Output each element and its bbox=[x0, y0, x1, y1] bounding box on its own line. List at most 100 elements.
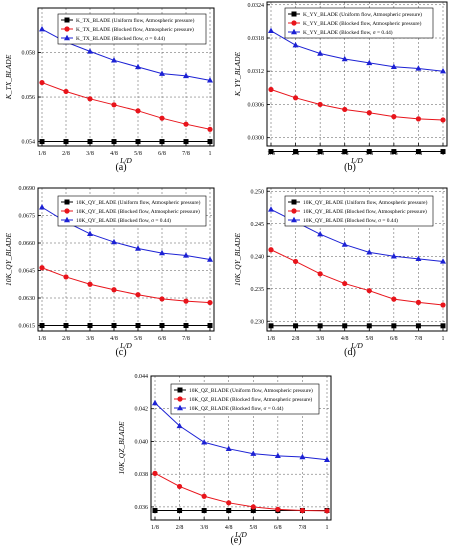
data-point bbox=[87, 139, 93, 145]
y-tick-label: 0.044 bbox=[135, 374, 149, 380]
data-point bbox=[111, 323, 117, 328]
data-point bbox=[293, 323, 299, 329]
data-point bbox=[87, 48, 93, 54]
data-point bbox=[183, 139, 189, 145]
data-point bbox=[201, 439, 208, 445]
legend-box bbox=[170, 383, 320, 415]
x-tick-label: 1/8 bbox=[151, 525, 159, 531]
legend-marker bbox=[291, 208, 297, 214]
legend-label: K_YY_BLADE (Blocked flow, Atmospheric pr… bbox=[303, 20, 422, 27]
x-axis-label: L/D bbox=[350, 156, 363, 165]
legend-marker bbox=[64, 199, 70, 205]
y-tick-label: 0.038 bbox=[135, 472, 149, 478]
data-point bbox=[39, 204, 45, 210]
legend: 10K_QY_BLADE (Uniform flow, Atmospheric … bbox=[57, 195, 207, 227]
data-point bbox=[177, 508, 183, 514]
panel-caption: (e) bbox=[230, 535, 241, 546]
x-tick-label: 1 bbox=[209, 336, 212, 342]
data-point bbox=[415, 299, 422, 305]
x-axis-label: L/D bbox=[119, 341, 132, 350]
data-point bbox=[415, 255, 422, 262]
x-tick-label: 6/8 bbox=[390, 336, 398, 342]
x-tick-label: 5/8 bbox=[249, 525, 257, 531]
data-point bbox=[324, 508, 330, 514]
data-point bbox=[440, 323, 446, 329]
data-point bbox=[341, 55, 348, 62]
y-tick-label: 0.040 bbox=[135, 439, 149, 445]
legend-label: K_YY_BLADE (Blocked flow, σ = 0.44) bbox=[303, 29, 393, 36]
data-point bbox=[226, 508, 232, 514]
data-point bbox=[342, 149, 348, 155]
data-point bbox=[391, 323, 397, 329]
data-point bbox=[63, 88, 69, 95]
x-axis-label: L/D bbox=[350, 341, 363, 350]
data-point bbox=[207, 126, 213, 132]
series-line bbox=[41, 267, 211, 304]
x-tick-label: 1/8 bbox=[38, 336, 46, 342]
series-2 bbox=[39, 265, 213, 306]
data-point bbox=[87, 96, 93, 102]
data-point bbox=[207, 77, 213, 83]
series-line bbox=[270, 89, 444, 121]
x-tick-label: 1/8 bbox=[267, 336, 275, 342]
data-point bbox=[159, 115, 165, 121]
series-3 bbox=[152, 399, 330, 462]
x-tick-label: 3/8 bbox=[200, 525, 208, 531]
data-point bbox=[63, 274, 69, 280]
legend: K_TX_BLADE (Uniform flow, Atmospheric pr… bbox=[57, 13, 207, 45]
data-point bbox=[391, 114, 397, 120]
legend: 10K_QY_BLADE (Uniform flow, Atmospheric … bbox=[284, 195, 434, 227]
x-tick-label: 1 bbox=[209, 151, 212, 157]
data-point bbox=[201, 508, 207, 514]
data-point bbox=[268, 86, 274, 93]
data-point bbox=[39, 79, 45, 86]
legend-box bbox=[57, 13, 207, 45]
data-point bbox=[87, 230, 93, 237]
legend-marker bbox=[64, 34, 70, 41]
legend-marker bbox=[291, 28, 297, 35]
data-point bbox=[317, 50, 324, 56]
x-tick-label: 1 bbox=[326, 525, 329, 531]
data-point bbox=[391, 296, 397, 302]
y-tick-label: 0.0675 bbox=[19, 214, 36, 220]
data-point bbox=[299, 453, 306, 460]
chart-panel-4: 1/8 2/8 3/8 4/8 5/8 6/8 7/8 1 0.230 0.235 0.240 0.2… bbox=[233, 187, 448, 350]
series-1 bbox=[39, 139, 213, 145]
data-point bbox=[292, 258, 299, 265]
y-axis-label: 10K_QY_BLADE bbox=[4, 233, 13, 286]
data-point bbox=[183, 72, 189, 79]
data-point bbox=[275, 506, 281, 512]
data-point bbox=[415, 149, 421, 155]
data-point bbox=[207, 299, 213, 306]
x-tick-label: 7/8 bbox=[182, 151, 190, 157]
data-point bbox=[268, 27, 274, 33]
x-tick-label: 7/8 bbox=[182, 336, 190, 342]
series-line bbox=[270, 30, 444, 72]
data-point bbox=[317, 101, 323, 108]
chart-panel-3: 1/8 2/8 3/8 4/8 5/8 6/8 7/8 1 0.0615 0.0630 0.0645… bbox=[4, 186, 215, 350]
data-point bbox=[342, 280, 348, 287]
x-tick-label: 2/8 bbox=[62, 151, 70, 157]
data-point bbox=[183, 298, 189, 304]
data-point bbox=[183, 252, 189, 258]
data-point bbox=[135, 245, 141, 251]
x-tick-label: 6/8 bbox=[158, 336, 166, 342]
legend-label: 10K_QY_BLADE (Uniform flow, Atmospheric … bbox=[303, 199, 428, 206]
y-tick-label: 0.0300 bbox=[248, 136, 265, 142]
data-point bbox=[135, 139, 141, 145]
y-tick-label: 0.245 bbox=[251, 222, 265, 228]
data-point bbox=[159, 323, 165, 328]
data-point bbox=[111, 238, 117, 245]
data-point bbox=[274, 452, 281, 459]
x-tick-label: 7/8 bbox=[415, 336, 423, 342]
panel-caption: (b) bbox=[344, 162, 356, 173]
data-point bbox=[342, 106, 348, 113]
data-point bbox=[366, 110, 372, 116]
legend-label: K_TX_BLADE (Blocked flow, σ = 0.44) bbox=[76, 35, 165, 42]
y-tick-label: 0.235 bbox=[251, 287, 265, 293]
data-point bbox=[135, 108, 141, 114]
series-1 bbox=[268, 323, 446, 329]
legend-label: 10K_QZ_BLADE (Uniform flow, Atmospheric … bbox=[189, 387, 313, 394]
y-tick-label: 0.036 bbox=[135, 505, 149, 511]
legend-marker bbox=[177, 396, 183, 402]
